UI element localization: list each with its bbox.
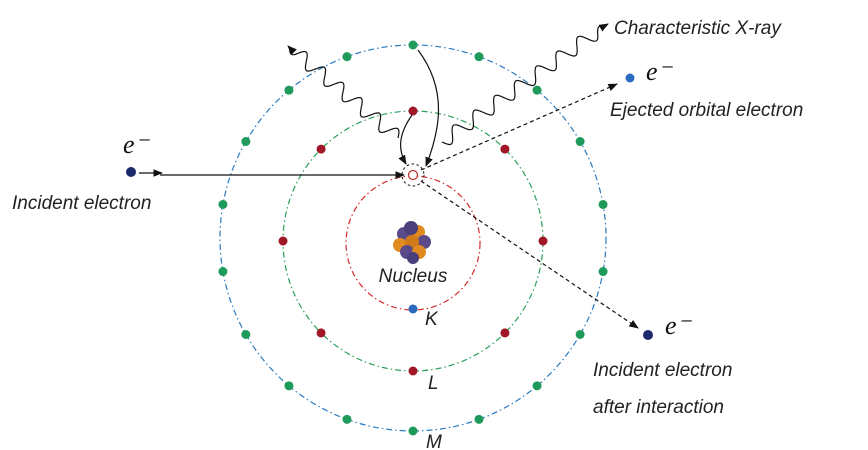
m-electron — [284, 381, 293, 390]
l-electron — [317, 145, 326, 154]
l-electron — [409, 107, 418, 116]
after-label: after interaction — [593, 397, 724, 418]
transition-arrow — [401, 115, 412, 164]
nucleus — [393, 221, 431, 264]
shell-label: K — [425, 309, 439, 330]
m-electron — [241, 330, 250, 339]
scattered-dot — [643, 330, 653, 340]
m-electron — [533, 86, 542, 95]
shell-label: M — [426, 432, 442, 450]
vacancy — [409, 171, 418, 180]
atom-diagram: Characteristic X-ray Ejected orbital ele… — [0, 0, 868, 450]
k-electron — [409, 305, 418, 314]
m-electron — [284, 86, 293, 95]
electron-symbol: e⁻ — [665, 311, 693, 340]
m-electron — [475, 415, 484, 424]
m-electron — [475, 52, 484, 61]
l-electron — [500, 328, 509, 337]
electron-symbol: e⁻ — [123, 130, 151, 159]
incident-label: Incident electron — [12, 193, 151, 214]
xray-wave — [288, 46, 399, 138]
transition-arrow — [418, 50, 439, 166]
m-electron — [533, 381, 542, 390]
m-electron — [599, 200, 608, 209]
m-electron — [241, 137, 250, 146]
nucleus-label: Nucleus — [379, 266, 448, 287]
electron-symbol: e⁻ — [646, 57, 674, 86]
ejected-label: Ejected orbital electron — [610, 100, 803, 121]
incident-dot — [126, 167, 136, 177]
m-electron — [342, 52, 351, 61]
xray-wave — [442, 24, 608, 145]
l-electron — [317, 328, 326, 337]
m-electron — [409, 41, 418, 50]
m-electron — [409, 427, 418, 436]
l-electron — [279, 237, 288, 246]
ejected-arrow — [421, 84, 617, 170]
m-electron — [576, 330, 585, 339]
l-electron — [500, 145, 509, 154]
m-electron — [218, 267, 227, 276]
l-electron — [539, 237, 548, 246]
m-electron — [576, 137, 585, 146]
l-electron — [409, 367, 418, 376]
xray-label: Characteristic X-ray — [614, 18, 782, 39]
m-electron — [599, 267, 608, 276]
page: {"labels": { "characteristic_xray": "Cha… — [0, 0, 868, 450]
after-label: Incident electron — [593, 360, 732, 381]
m-electron — [218, 200, 227, 209]
m-electron — [342, 415, 351, 424]
shell-label: L — [428, 373, 439, 394]
ejected-dot — [626, 74, 635, 83]
